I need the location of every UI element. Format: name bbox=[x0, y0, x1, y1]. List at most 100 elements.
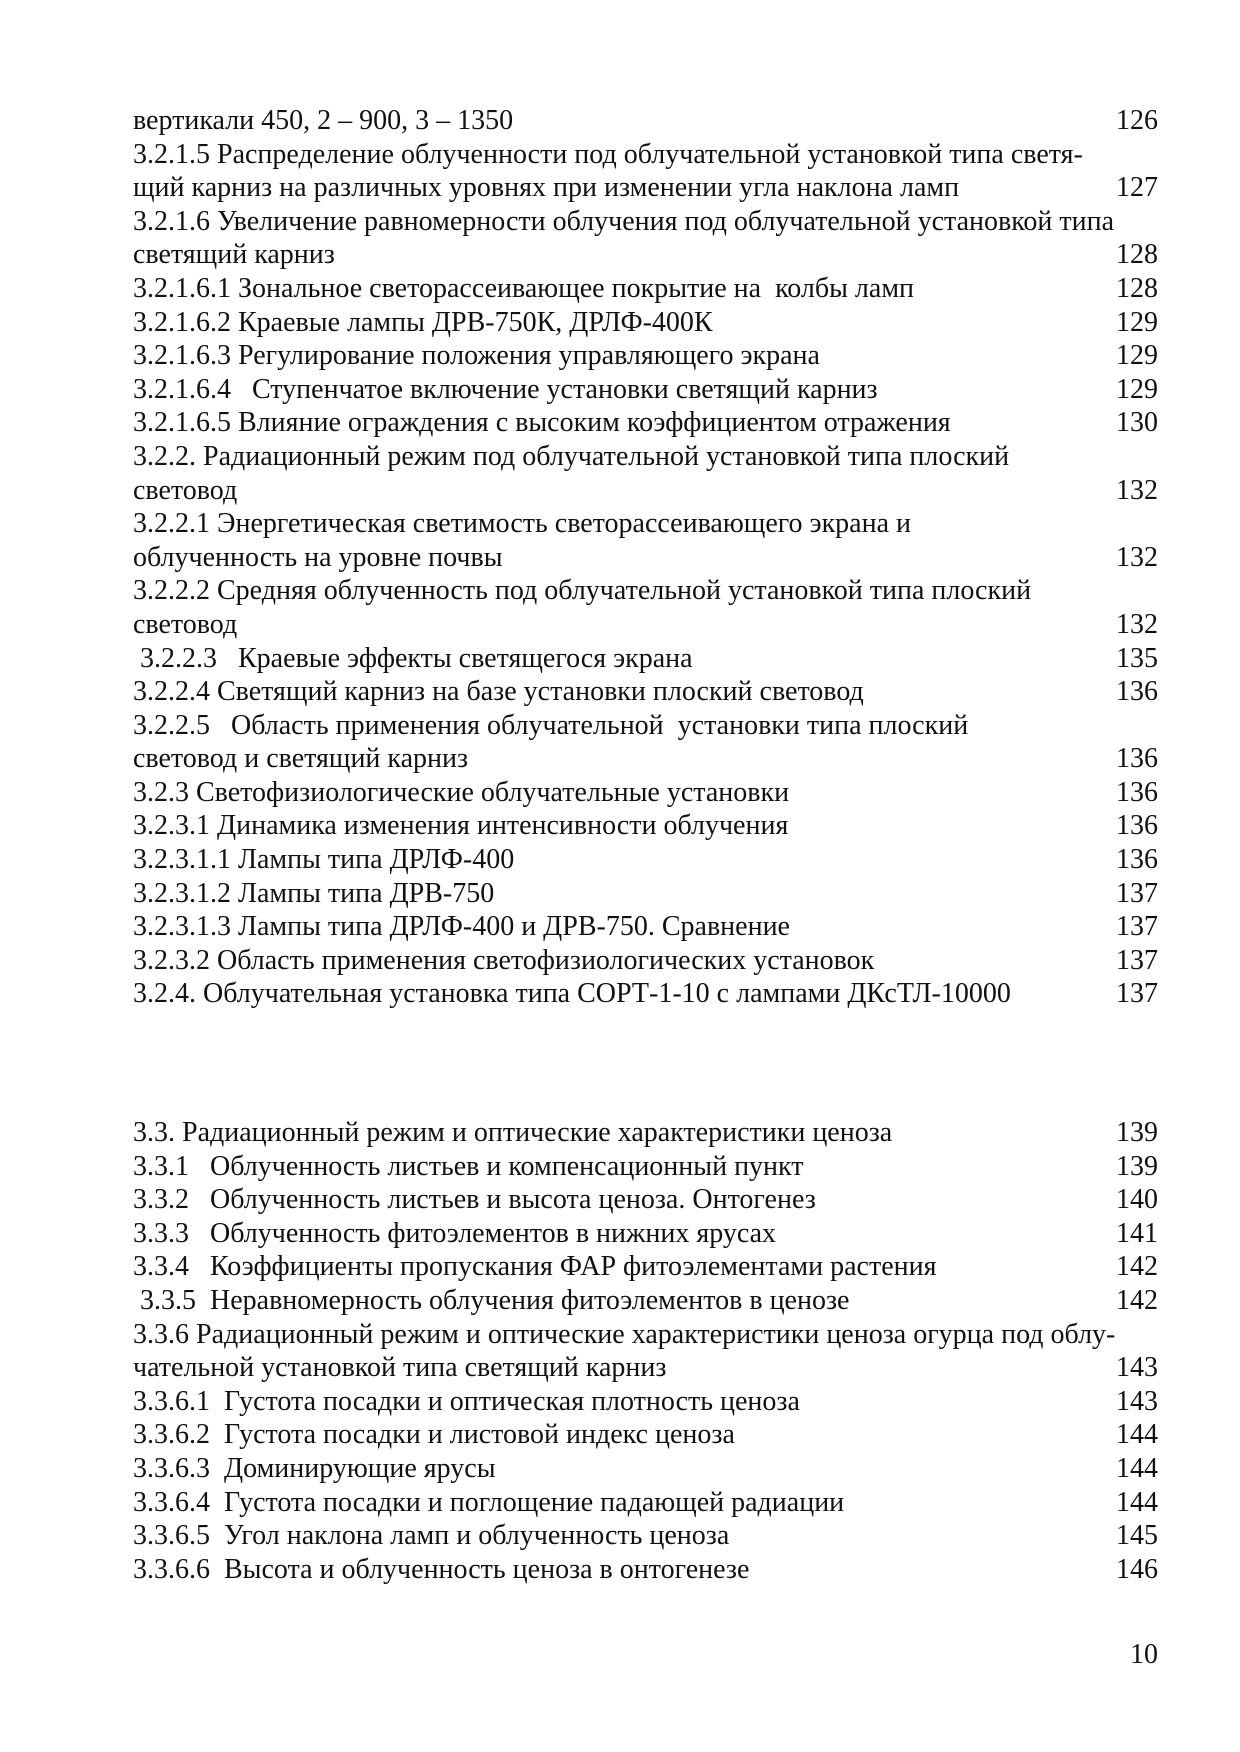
toc-line-text: 3.2.2. Радиационный режим под облучатель… bbox=[133, 440, 1010, 472]
page-number: 10 bbox=[1130, 1639, 1158, 1671]
toc-line: 3.3. Радиационный режим и оптические хар… bbox=[133, 1116, 1158, 1150]
toc-line-text: 3.3. Радиационный режим и оптические хар… bbox=[133, 1117, 893, 1149]
toc-line: 3.3.5 Неравномерность облучения фитоэлем… bbox=[133, 1284, 1158, 1318]
toc-line-page: 130 bbox=[1116, 407, 1158, 439]
toc-line-text: 3.3.6.5 Угол наклона ламп и облученность… bbox=[133, 1520, 730, 1552]
toc-line-text: 3.2.1.6.2 Краевые лампы ДРВ-750К, ДРЛФ-4… bbox=[133, 306, 713, 338]
toc-line-text: 3.3.6.3 Доминирующие ярусы bbox=[133, 1452, 496, 1484]
toc-line-page: 143 bbox=[1116, 1352, 1158, 1384]
toc-line-page: 142 bbox=[1116, 1285, 1158, 1316]
toc-line-text: 3.2.2.3 Краевые эффекты светящегося экра… bbox=[133, 642, 693, 674]
toc-line-text: щий карниз на различных уровнях при изме… bbox=[133, 172, 960, 204]
toc-line-page: 142 bbox=[1116, 1251, 1158, 1283]
toc-line-text: 3.2.3.1.3 Лампы типа ДРЛФ-400 и ДРВ-750.… bbox=[133, 911, 790, 943]
toc-line-text: 3.2.3.2 Область применения светофизиолог… bbox=[133, 944, 875, 976]
toc-line-page: 136 bbox=[1116, 776, 1158, 808]
toc-line: световод и светящий карниз 136 bbox=[133, 742, 1158, 776]
toc-line-text: 3.3.6.6 Высота и облученность ценоза в о… bbox=[133, 1553, 750, 1585]
toc-line: 3.2.2.4 Светящий карниз на базе установк… bbox=[133, 675, 1158, 709]
toc-line-text: 3.2.3.1.2 Лампы типа ДРВ-750 bbox=[133, 877, 495, 909]
toc-line-page: 146 bbox=[1116, 1553, 1158, 1585]
toc-line-page: 137 bbox=[1116, 911, 1158, 943]
toc-line: 3.3.6.2 Густота посадки и листовой индек… bbox=[133, 1418, 1158, 1452]
toc-line: 3.2.1.5 Распределение облученности под о… bbox=[133, 138, 1158, 172]
toc-line-text: 3.3.6.1 Густота посадки и оптическая пло… bbox=[133, 1385, 800, 1417]
toc-line-text: 3.2.1.5 Распределение облученности под о… bbox=[133, 138, 1083, 170]
toc-line-text: 3.2.2.1 Энергетическая светимость светор… bbox=[133, 508, 911, 540]
toc-line-page: 132 bbox=[1116, 541, 1158, 573]
toc-line: 3.2.1.6.4 Ступенчатое включение установк… bbox=[133, 373, 1158, 407]
toc-line-text: световод и светящий карниз bbox=[133, 743, 469, 775]
toc-line-page: 132 bbox=[1116, 608, 1158, 640]
toc-line: светящий карниз 128 bbox=[133, 238, 1158, 272]
toc-line-text: 3.3.6.2 Густота посадки и листовой индек… bbox=[133, 1419, 735, 1451]
toc-line-text: 3.3.6.4 Густота посадки и поглощение пад… bbox=[133, 1486, 845, 1518]
toc-line: 3.2.4. Облучательная установка типа СОРТ… bbox=[133, 977, 1158, 1011]
toc-line-text: 3.2.1.6 Увеличение равномерности облучен… bbox=[133, 205, 1115, 237]
toc-line-page: 127 bbox=[1116, 172, 1158, 204]
toc-line: 3.2.3.1.2 Лампы типа ДРВ-750 137 bbox=[133, 877, 1158, 911]
toc-line-page: 132 bbox=[1116, 474, 1158, 506]
toc-line-text: световод bbox=[133, 608, 238, 640]
table-of-contents: вертикали 450, 2 – 900, 3 – 1350 126 3.2.1… bbox=[133, 104, 1158, 1586]
toc-line: 3.2.2.5 Область применения облучательной… bbox=[133, 709, 1158, 743]
toc-line-page: 145 bbox=[1116, 1520, 1158, 1552]
toc-line-text: вертикали 450, 2 – 900, 3 – 1350 bbox=[133, 105, 514, 136]
toc-line-text: 3.2.2.4 Светящий карниз на базе установк… bbox=[133, 676, 864, 708]
toc-line-text: световод bbox=[133, 474, 238, 506]
toc-line-page: 136 bbox=[1116, 676, 1158, 708]
toc-line: 3.3.3 Облученность фитоэлементов в нижни… bbox=[133, 1217, 1158, 1251]
toc-line-text: 3.3.5 Неравномерность облучения фитоэлем… bbox=[133, 1285, 850, 1316]
toc-line-text: 3.3.4 Коэффициенты пропускания ФАР фитоэ… bbox=[133, 1251, 937, 1283]
toc-line: 3.2.3.1 Динамика изменения интенсивности… bbox=[133, 809, 1158, 843]
toc-line-page: 136 bbox=[1116, 844, 1158, 876]
toc-line-page: 129 bbox=[1116, 306, 1158, 338]
toc-line: 3.2.1.6.5 Влияние ограждения с высоким к… bbox=[133, 406, 1158, 440]
toc-line: 3.2.2. Радиационный режим под облучатель… bbox=[133, 440, 1158, 474]
toc-line-text: светящий карниз bbox=[133, 239, 335, 271]
toc-line: чательной установкой типа светящий карни… bbox=[133, 1351, 1158, 1385]
toc-line: 3.2.1.6.2 Краевые лампы ДРВ-750К, ДРЛФ-4… bbox=[133, 306, 1158, 340]
toc-line: вертикали 450, 2 – 900, 3 – 1350 126 bbox=[133, 104, 1158, 138]
toc-line-page: 137 bbox=[1116, 877, 1158, 909]
toc-line-page: 126 bbox=[1116, 105, 1158, 136]
toc-line: 3.3.6.5 Угол наклона ламп и облученность… bbox=[133, 1519, 1158, 1553]
toc-line-page: 143 bbox=[1116, 1385, 1158, 1417]
toc-line-page: 129 bbox=[1116, 340, 1158, 372]
toc-line: 3.2.3.1.3 Лампы типа ДРЛФ-400 и ДРВ-750.… bbox=[133, 910, 1158, 944]
toc-line-text: 3.3.2 Облученность листьев и высота цено… bbox=[133, 1184, 816, 1216]
toc-line: 3.3.4 Коэффициенты пропускания ФАР фитоэ… bbox=[133, 1250, 1158, 1284]
toc-line-page: 140 bbox=[1116, 1184, 1158, 1216]
toc-line: 3.3.6 Радиационный режим и оптические ха… bbox=[133, 1318, 1158, 1352]
toc-line: 3.2.1.6 Увеличение равномерности облучен… bbox=[133, 205, 1158, 239]
toc-line: 3.2.3 Светофизиологические облучательные… bbox=[133, 776, 1158, 810]
toc-line-page: 139 bbox=[1116, 1117, 1158, 1149]
toc-line: облученность на уровне почвы 132 bbox=[133, 541, 1158, 575]
toc-line-page: 128 bbox=[1116, 239, 1158, 271]
toc-line: 3.2.2.3 Краевые эффекты светящегося экра… bbox=[133, 642, 1158, 676]
toc-line-page: 144 bbox=[1116, 1486, 1158, 1518]
toc-line: 3.2.3.2 Область применения светофизиолог… bbox=[133, 944, 1158, 978]
toc-line-text: облученность на уровне почвы bbox=[133, 541, 503, 573]
toc-line: 3.3.1 Облученность листьев и компенсацио… bbox=[133, 1150, 1158, 1184]
toc-line-text: 3.2.3.1.1 Лампы типа ДРЛФ-400 bbox=[133, 844, 515, 876]
toc-line-text: 3.3.6 Радиационный режим и оптические ха… bbox=[133, 1318, 1116, 1350]
toc-line-text: 3.2.2.5 Область применения облучательной… bbox=[133, 709, 969, 741]
toc-line: 3.3.6.6 Высота и облученность ценоза в о… bbox=[133, 1553, 1158, 1587]
page-footer: 10 bbox=[133, 1638, 1158, 1672]
toc-line: 3.3.2 Облученность листьев и высота цено… bbox=[133, 1183, 1158, 1217]
toc-line: щий карниз на различных уровнях при изме… bbox=[133, 171, 1158, 205]
toc-line-page: 136 bbox=[1116, 810, 1158, 842]
toc-line: световод 132 bbox=[133, 474, 1158, 508]
toc-line-text: 3.2.4. Облучательная установка типа СОРТ… bbox=[133, 978, 1011, 1010]
toc-line-page: 144 bbox=[1116, 1419, 1158, 1451]
toc-line: 3.2.1.6.3 Регулирование положения управл… bbox=[133, 339, 1158, 373]
toc-line-page: 135 bbox=[1116, 642, 1158, 674]
toc-line: 3.2.3.1.1 Лампы типа ДРЛФ-400 136 bbox=[133, 843, 1158, 877]
toc-line-page: 144 bbox=[1116, 1452, 1158, 1484]
toc-line-page: 137 bbox=[1116, 944, 1158, 976]
toc-line-text: 3.3.1 Облученность листьев и компенсацио… bbox=[133, 1150, 804, 1182]
toc-line-text: 3.2.1.6.3 Регулирование положения управл… bbox=[133, 340, 820, 372]
toc-line-page: 141 bbox=[1116, 1217, 1158, 1249]
